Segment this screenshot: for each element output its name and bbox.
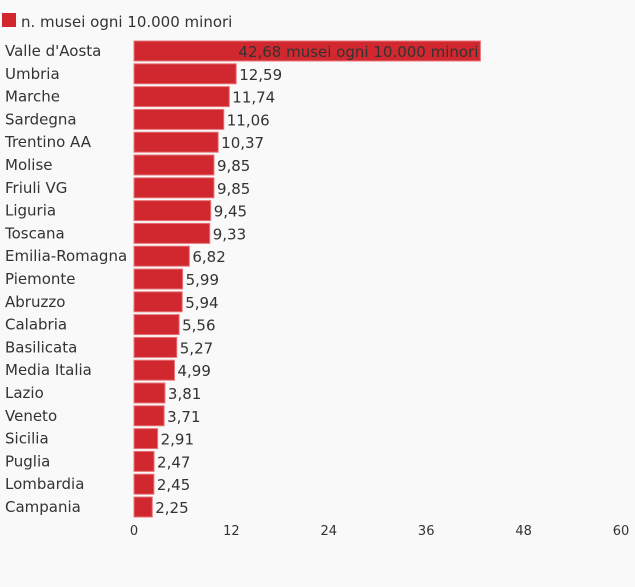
bar bbox=[133, 268, 184, 290]
bar bbox=[133, 336, 178, 358]
category-label: Toscana bbox=[4, 224, 65, 242]
bar bbox=[133, 108, 225, 130]
bar bbox=[133, 382, 166, 404]
value-label: 11,74 bbox=[232, 89, 275, 107]
bar bbox=[133, 496, 153, 518]
category-label: Umbria bbox=[5, 65, 60, 83]
value-label: 9,85 bbox=[217, 180, 250, 198]
value-label: 9,33 bbox=[213, 225, 246, 243]
bar bbox=[133, 131, 219, 153]
category-label: Campania bbox=[5, 498, 81, 516]
category-label: Valle d'Aosta bbox=[5, 42, 101, 60]
category-label: Piemonte bbox=[5, 270, 76, 288]
value-label: 2,45 bbox=[157, 476, 190, 494]
bar bbox=[133, 40, 481, 62]
x-tick-label: 24 bbox=[321, 524, 338, 539]
category-label: Friuli VG bbox=[5, 179, 67, 197]
value-label: 10,37 bbox=[221, 134, 264, 152]
bar bbox=[133, 222, 211, 244]
value-label: 2,25 bbox=[155, 499, 188, 517]
category-label: Lazio bbox=[5, 384, 44, 402]
x-tick-label: 12 bbox=[223, 524, 240, 539]
category-label: Abruzzo bbox=[5, 293, 65, 311]
category-label: Basilicata bbox=[5, 338, 77, 356]
bar bbox=[133, 428, 159, 450]
category-label: Lombardia bbox=[5, 475, 84, 493]
category-label: Sicilia bbox=[5, 430, 49, 448]
bar bbox=[133, 154, 215, 176]
value-label: 5,99 bbox=[186, 271, 219, 289]
bar bbox=[133, 63, 237, 85]
bar bbox=[133, 245, 190, 267]
value-label: 2,47 bbox=[157, 453, 190, 471]
bar bbox=[133, 405, 165, 427]
value-label: 5,27 bbox=[180, 339, 213, 357]
bar bbox=[133, 86, 230, 108]
x-tick-label: 48 bbox=[515, 524, 532, 539]
value-label: 5,56 bbox=[182, 317, 215, 335]
value-label: 9,85 bbox=[217, 157, 250, 175]
bar bbox=[133, 450, 155, 472]
category-label: Sardegna bbox=[5, 110, 77, 128]
bar bbox=[133, 314, 180, 336]
value-label: 6,82 bbox=[192, 248, 225, 266]
value-label: 11,06 bbox=[227, 111, 270, 129]
value-label: 3,81 bbox=[168, 385, 201, 403]
value-label: 4,99 bbox=[178, 362, 211, 380]
x-tick-label: 60 bbox=[613, 524, 630, 539]
bar bbox=[133, 359, 176, 381]
legend-swatch bbox=[2, 13, 16, 27]
bar bbox=[133, 200, 212, 222]
value-label: 2,91 bbox=[161, 431, 194, 449]
category-label: Calabria bbox=[5, 316, 67, 334]
x-tick-label: 0 bbox=[130, 524, 138, 539]
category-label: Liguria bbox=[5, 202, 56, 220]
category-label: Molise bbox=[5, 156, 53, 174]
category-label: Veneto bbox=[5, 407, 57, 425]
value-label: 5,94 bbox=[185, 294, 218, 312]
bar bbox=[133, 473, 155, 495]
category-label: Marche bbox=[5, 88, 60, 106]
category-label: Emilia-Romagna bbox=[5, 247, 127, 265]
value-label: 42,68 musei ogni 10.000 minori bbox=[238, 43, 478, 61]
x-tick-label: 36 bbox=[418, 524, 435, 539]
value-label: 12,59 bbox=[239, 66, 282, 84]
bar bbox=[133, 177, 215, 199]
bar bbox=[133, 291, 183, 313]
category-label: Trentino AA bbox=[4, 133, 92, 151]
legend-label: n. musei ogni 10.000 minori bbox=[21, 13, 232, 31]
category-label: Puglia bbox=[5, 452, 50, 470]
category-label: Media Italia bbox=[5, 361, 92, 379]
value-label: 9,45 bbox=[214, 203, 247, 221]
value-label: 3,71 bbox=[167, 408, 200, 426]
